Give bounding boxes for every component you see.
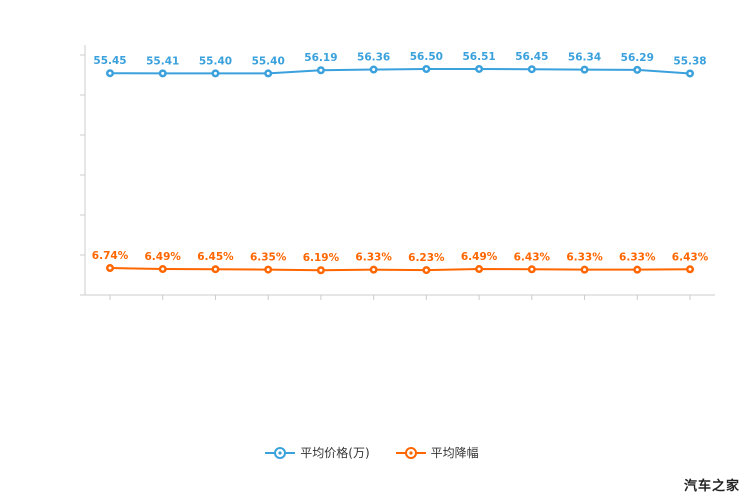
data-label: 6.43% [672, 251, 709, 263]
data-label: 6.45% [197, 251, 234, 263]
data-point-center [477, 267, 481, 271]
line-circle-marker-icon [265, 446, 296, 459]
data-point-center [530, 67, 534, 71]
data-label: 6.33% [619, 252, 656, 264]
data-label: 6.74% [92, 250, 129, 262]
legend-label-avg-price: 平均价格(万) [300, 446, 370, 460]
data-point-center [583, 68, 587, 72]
data-point-center [319, 68, 323, 72]
data-point-center [319, 268, 323, 272]
legend-item-avg-discount[interactable]: 平均降幅 [395, 444, 479, 461]
data-label: 55.45 [93, 55, 126, 67]
data-label: 56.19 [304, 52, 337, 64]
data-label: 56.36 [357, 52, 390, 64]
data-label: 6.23% [408, 252, 445, 264]
data-point-center [424, 268, 428, 272]
line-circle-marker-icon [395, 446, 426, 459]
data-label: 6.33% [355, 252, 392, 264]
data-point-center [213, 267, 217, 271]
data-label: 56.51 [462, 51, 495, 63]
data-label: 55.40 [199, 55, 232, 67]
data-point-center [583, 268, 587, 272]
legend-label-avg-discount: 平均降幅 [430, 446, 479, 460]
data-label: 6.33% [566, 252, 603, 264]
data-label: 56.50 [410, 51, 443, 63]
data-label: 56.34 [568, 52, 601, 64]
data-point-center [108, 71, 112, 75]
data-label: 56.45 [515, 51, 548, 63]
data-label: 6.49% [461, 251, 498, 263]
data-label: 55.38 [673, 55, 706, 67]
data-point-center [108, 266, 112, 270]
data-label: 6.49% [145, 251, 182, 263]
line-chart: 55.45 55.41 55.40 55.40 56.19 56.36 56.50 56.51… [80, 45, 715, 300]
series-line [109, 67, 691, 75]
data-point-center [266, 71, 270, 75]
data-point-center [213, 71, 217, 75]
data-label: 6.35% [250, 252, 287, 264]
data-label: 55.40 [252, 55, 285, 67]
data-point-center [372, 68, 376, 72]
data-point-center [635, 68, 639, 72]
data-point-center [161, 267, 165, 271]
data-label: 6.43% [514, 251, 551, 263]
data-label: 56.29 [621, 52, 654, 64]
legend-item-avg-price[interactable]: 平均价格(万) [265, 444, 370, 461]
data-point-center [635, 268, 639, 272]
data-point-center [372, 268, 376, 272]
data-point-center [688, 267, 692, 271]
data-label: 55.41 [146, 55, 179, 67]
series-line [109, 267, 691, 272]
watermark-autohome: 汽车之家 [683, 479, 740, 494]
data-point-center [266, 268, 270, 272]
chart-legend: 平均价格(万) 平均降幅 [0, 444, 744, 461]
data-point-center [424, 67, 428, 71]
data-point-center [688, 71, 692, 75]
data-point-center [530, 267, 534, 271]
data-label: 6.19% [303, 252, 340, 264]
data-point-center [161, 71, 165, 75]
data-point-center [477, 67, 481, 71]
